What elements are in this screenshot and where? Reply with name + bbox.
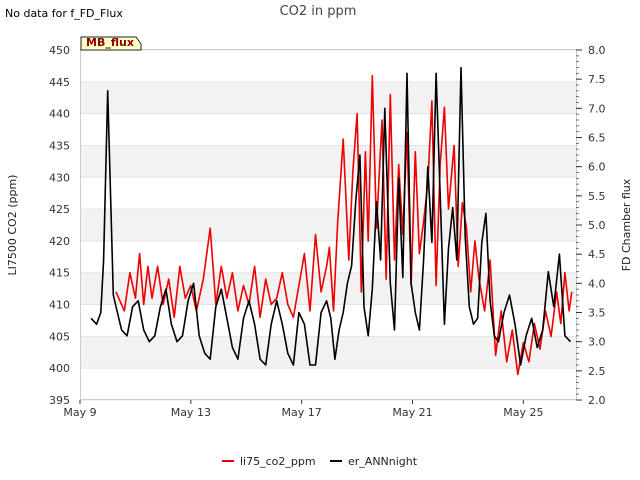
y-tick-label: 400: [49, 362, 70, 375]
chart-title: CO2 in ppm: [280, 4, 357, 19]
y-tick-label: 430: [49, 171, 70, 184]
y2-tick-label: 3.0: [588, 336, 606, 349]
x-tick-label: May 9: [63, 406, 96, 419]
grid-band: [80, 336, 576, 369]
y-tick-label: 405: [49, 330, 70, 343]
badge-label: MB_flux: [86, 36, 134, 49]
y-tick-label: 415: [49, 267, 70, 280]
mb-flux-badge: MB_flux: [80, 36, 142, 51]
y-tick-label: 440: [49, 108, 70, 121]
y2-tick-label: 5.0: [588, 219, 606, 232]
y2-axis-label: FD Chamber flux: [620, 178, 633, 271]
y-axis-ticks: 395 400 405 410 415 420 425 430 435 440 445 450: [49, 44, 70, 407]
y2-tick-label: 2.5: [588, 365, 606, 378]
grid-band: [80, 209, 576, 241]
y2-axis-ticks: 2.0 2.5 3.0 3.5 4.0 4.5 5.0 5.5 6.0 6.5 7.0 7.5 8.0: [576, 44, 606, 407]
y2-tick-label: 5.5: [588, 190, 606, 203]
x-tick-label: May 17: [282, 406, 322, 419]
y2-tick-label: 6.5: [588, 132, 606, 145]
y-tick-label: 420: [49, 235, 70, 248]
no-data-note: No data for f_FD_Flux: [5, 7, 123, 20]
y-axis-label: LI7500 CO2 (ppm): [6, 175, 19, 276]
x-tick-label: May 13: [171, 406, 211, 419]
x-axis-ticks: May 9 May 13 May 17 May 21 May 25: [63, 400, 543, 419]
legend-label-ann: er_ANNnight: [348, 455, 418, 468]
y-tick-label: 395: [49, 394, 70, 407]
y-tick-label: 425: [49, 203, 70, 216]
grid-bands: [80, 49, 576, 401]
grid-band: [80, 81, 576, 114]
y-tick-label: 450: [49, 44, 70, 57]
y-tick-label: 435: [49, 139, 70, 152]
series-line-er-annnight: [90, 66, 572, 366]
y-tick-label: 410: [49, 299, 70, 312]
series-lines: [90, 66, 573, 376]
y2-tick-label: 7.0: [588, 102, 606, 115]
y2-tick-label: 2.0: [588, 394, 606, 407]
y2-tick-label: 4.5: [588, 248, 606, 261]
y2-tick-label: 7.5: [588, 73, 606, 86]
x-tick-label: May 25: [503, 406, 543, 419]
y2-tick-label: 4.0: [588, 277, 606, 290]
x-tick-label: May 21: [392, 406, 432, 419]
y2-tick-label: 3.5: [588, 307, 606, 320]
y2-tick-label: 6.0: [588, 161, 606, 174]
legend-label-li75: li75_co2_ppm: [240, 455, 316, 468]
y2-tick-label: 8.0: [588, 44, 606, 57]
grid-band: [80, 145, 576, 178]
series-line-li75-co2-ppm: [115, 74, 573, 376]
y-tick-label: 445: [49, 76, 70, 89]
legend: li75_co2_ppm er_ANNnight: [222, 455, 418, 468]
